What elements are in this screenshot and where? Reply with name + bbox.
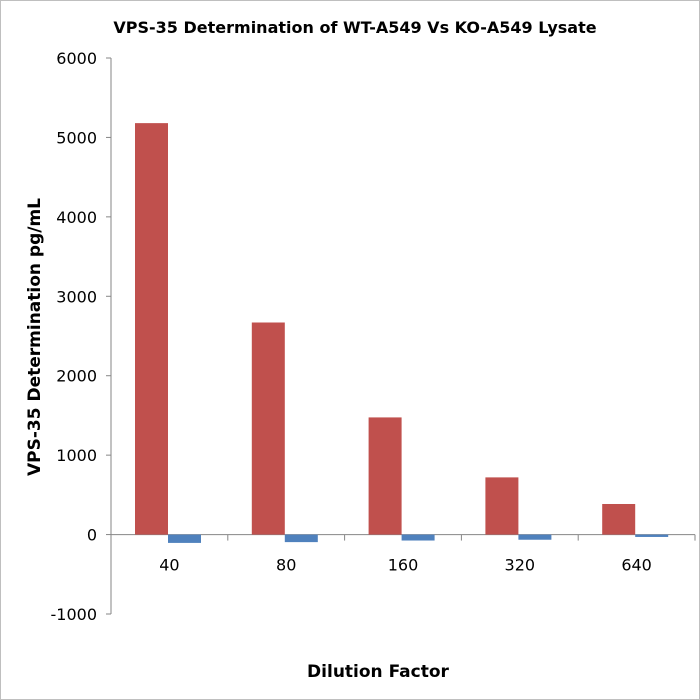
bar-series-2-320 (518, 534, 552, 540)
chart-title: VPS-35 Determination of WT-A549 Vs KO-A5… (113, 18, 596, 37)
x-tick-label: 40 (159, 556, 179, 575)
bar-series-2-640 (635, 534, 669, 537)
y-tick-label: 3000 (56, 287, 97, 306)
x-tick-label: 160 (388, 556, 419, 575)
y-tick-label: 0 (87, 526, 97, 545)
bar-series-1-640 (602, 503, 636, 535)
bar-series-2-40 (168, 534, 201, 543)
y-tick-label: 4000 (56, 208, 97, 227)
y-tick-label: 6000 (56, 49, 97, 68)
bar-series-2-160 (401, 534, 435, 541)
y-tick-label: 5000 (56, 128, 97, 147)
bars (135, 123, 669, 543)
bar-series-1-320 (485, 477, 519, 535)
x-axis-title: Dilution Factor (307, 662, 449, 682)
x-tick-label: 640 (621, 556, 652, 575)
y-axis-title: VPS-35 Determination pg/mL (25, 198, 45, 476)
x-tick-label: 80 (276, 556, 296, 575)
bar-series-2-80 (284, 534, 318, 543)
tick-labels: -1000 0 1000 2000 3000 4000 5000 6000 40 80 160 320… (51, 49, 652, 624)
bar-series-1-160 (368, 417, 402, 535)
bar-series-1-40 (135, 123, 168, 535)
x-tick-label: 320 (505, 556, 536, 575)
y-tick-label: 1000 (56, 446, 97, 465)
bar-series-1-80 (251, 322, 285, 535)
y-tick-label: 2000 (56, 367, 97, 386)
y-tick-label: -1000 (51, 605, 98, 624)
